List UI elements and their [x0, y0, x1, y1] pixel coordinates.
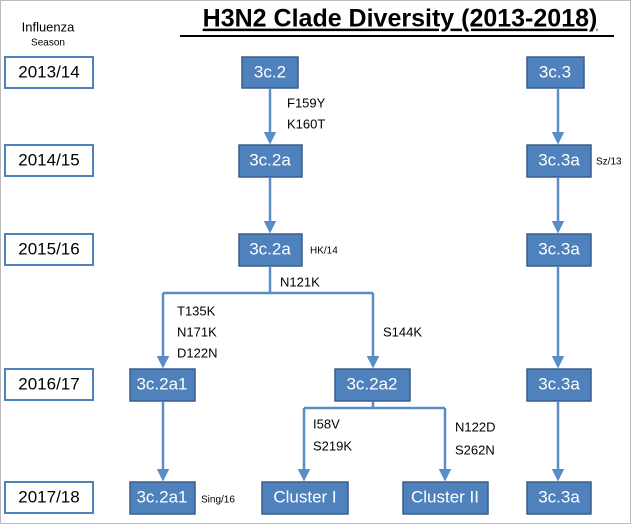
annotation: Sz/13 [596, 157, 622, 168]
node: 3c.2a [238, 144, 303, 178]
annotation: F159Y [287, 95, 326, 110]
node: 3c.2a2 [334, 368, 411, 402]
annotation: S262N [455, 442, 495, 457]
annotation: S219K [313, 438, 352, 453]
node-label: 3c.2a1 [136, 374, 187, 393]
season: 2015/16 [4, 233, 94, 266]
annotation: N122D [455, 419, 495, 434]
node-label: 3c.3a [538, 374, 580, 393]
node-label: 3c.2 [254, 62, 286, 81]
node: 3c.2a1 [129, 481, 196, 515]
node-label: Cluster I [273, 487, 336, 506]
season-label: 2016/17 [18, 374, 79, 393]
season: 2016/17 [4, 368, 94, 401]
node: 3c.2a [238, 233, 303, 267]
title: H3N2 Clade Diversity (2013-2018) [203, 5, 598, 33]
node: Cluster I [261, 481, 349, 515]
node: 3c.3a [526, 144, 592, 178]
arrows [163, 89, 565, 479]
node: 3c.2a1 [129, 368, 196, 402]
annotation: S144K [383, 324, 422, 339]
season-label: 2017/18 [18, 487, 79, 506]
node-label: Cluster II [411, 487, 479, 506]
node-label: 3c.3a [538, 487, 580, 506]
annotation: I58V [313, 416, 340, 431]
node: Cluster II [402, 481, 489, 515]
season-label: 2015/16 [18, 239, 79, 258]
node: 3c.2 [241, 56, 299, 89]
season: 2013/14 [4, 56, 94, 89]
annotation: N171K [177, 324, 217, 339]
annotation: Sing/16 [201, 495, 235, 506]
node-label: 3c.2a [249, 239, 291, 258]
node: 3c.3a [526, 233, 592, 267]
season-header: Influenza [22, 19, 76, 34]
node: 3c.3 [526, 56, 585, 89]
node-label: 3c.3a [538, 150, 580, 169]
node: 3c.3a [526, 368, 592, 402]
node-label: 3c.2a [249, 150, 291, 169]
season: 2014/15 [4, 144, 94, 177]
node-label: 3c.2a1 [136, 487, 187, 506]
annotation: HK/14 [310, 246, 338, 257]
node: 3c.3a [526, 481, 592, 515]
node-label: 3c.2a2 [346, 374, 397, 393]
annotation: T135K [177, 303, 216, 318]
annotation: N121K [280, 274, 320, 289]
season-label: 2014/15 [18, 150, 79, 169]
season: 2017/18 [4, 481, 94, 514]
annotation: D122N [177, 345, 217, 360]
node-label: 3c.3 [539, 62, 571, 81]
node-label: 3c.3a [538, 239, 580, 258]
season-header: Season [31, 38, 65, 49]
annotation: K160T [287, 116, 325, 131]
season-label: 2013/14 [18, 62, 79, 81]
